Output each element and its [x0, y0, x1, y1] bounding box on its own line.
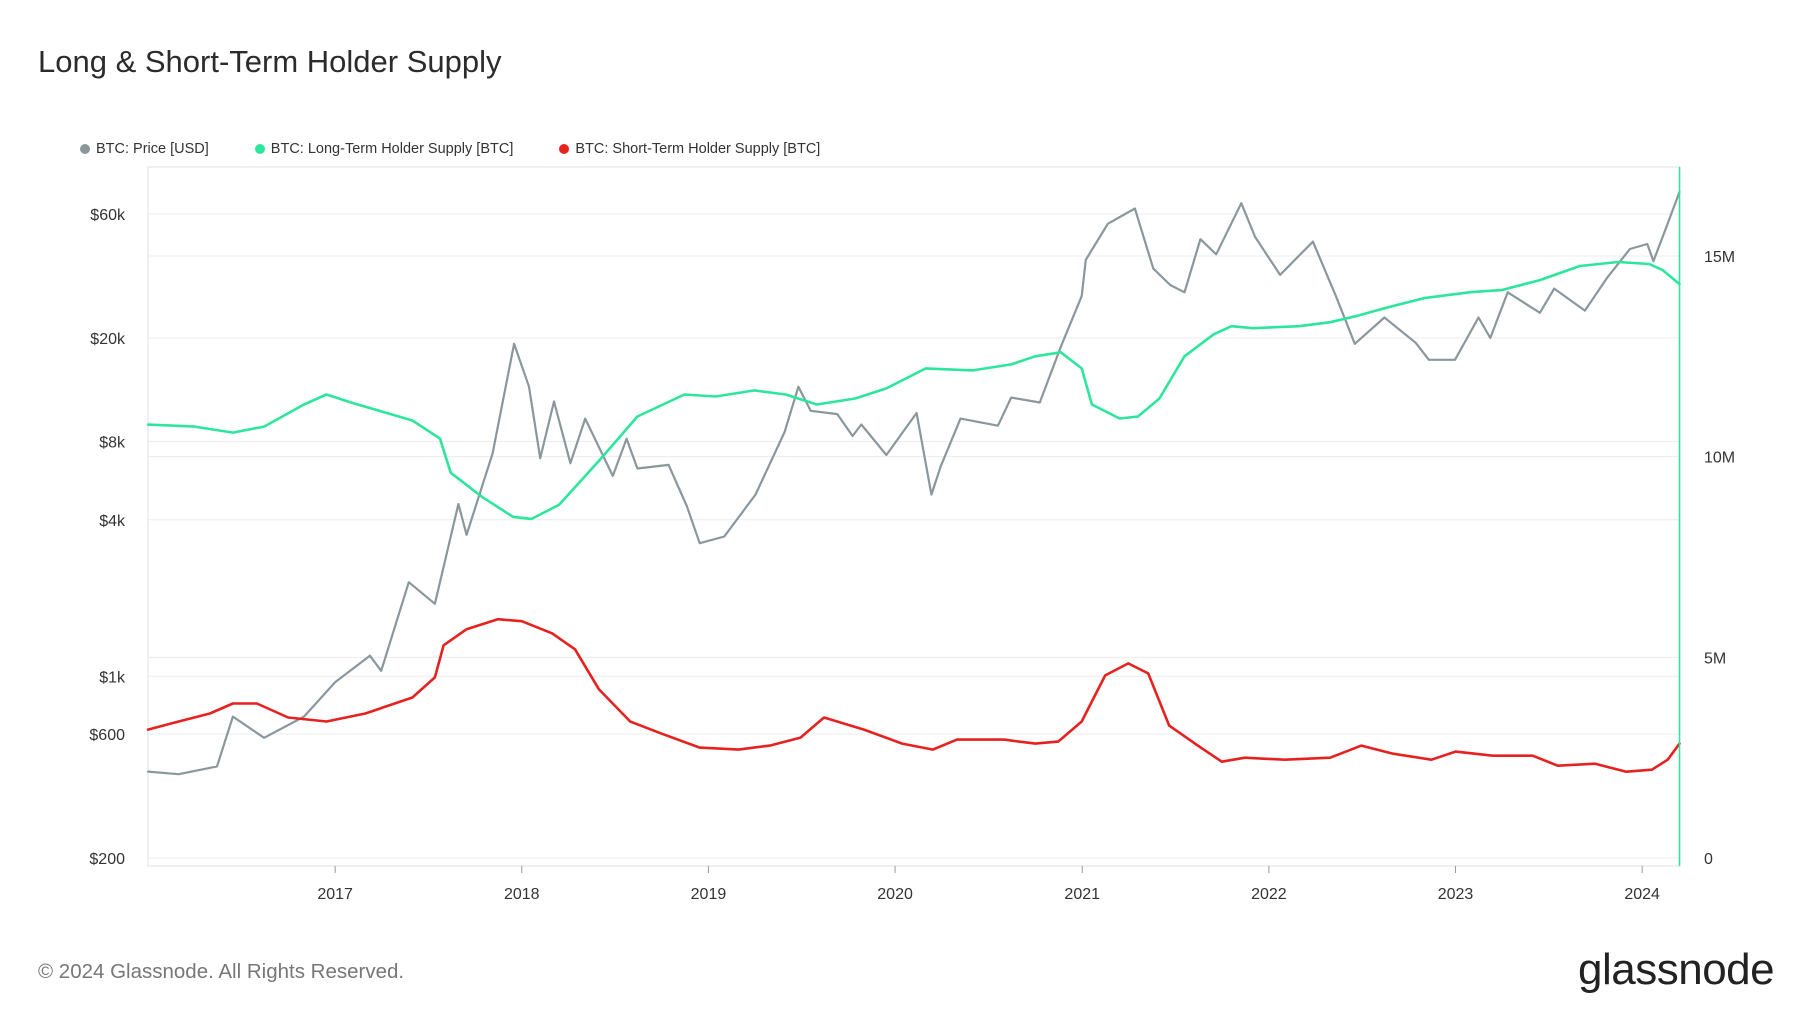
- y-right-tick-label: 10M: [1704, 450, 1735, 467]
- series-lines: [146, 167, 1681, 866]
- y-left-axis: $200 $600 $1k $4k $8k $20k $60k: [89, 207, 126, 868]
- y-left-tick-label: $200: [89, 851, 125, 868]
- legend-item-price[interactable]: BTC: Price [USD]: [80, 141, 209, 157]
- glassnode-logo[interactable]: glassnode: [1578, 945, 1775, 994]
- y-left-tick-label: $20k: [90, 331, 126, 348]
- x-tick-label: 2019: [691, 886, 727, 903]
- lth-supply-series-line: [146, 260, 1681, 521]
- y-right-tick-label: 5M: [1704, 650, 1726, 667]
- y-left-tick-label: $600: [89, 727, 125, 744]
- legend-dot-sth: [559, 144, 570, 154]
- x-tick-label: 2020: [877, 886, 913, 903]
- plot-frame: [147, 166, 1681, 867]
- chart-title: Long & Short-Term Holder Supply: [38, 44, 502, 79]
- sth-supply-series-line: [146, 617, 1681, 773]
- x-tick-label: 2018: [504, 886, 540, 903]
- x-tick-label: 2017: [317, 886, 353, 903]
- x-axis: 2017 2018 2019 2020 2021 2022 2023 2024: [317, 866, 1660, 903]
- y-right-tick-label: 15M: [1704, 249, 1735, 266]
- legend-label-sth: BTC: Short-Term Holder Supply [BTC]: [575, 141, 821, 157]
- legend-label-lth: BTC: Long-Term Holder Supply [BTC]: [270, 141, 514, 157]
- legend-dot-price: [80, 144, 90, 154]
- y-left-tick-label: $60k: [90, 207, 126, 224]
- copyright-footer: © 2024 Glassnode. All Rights Reserved.: [38, 960, 405, 983]
- x-tick-label: 2021: [1064, 886, 1100, 903]
- legend-dot-lth: [254, 144, 265, 154]
- chart-legend: BTC: Price [USD] BTC: Long-Term Holder S…: [80, 141, 820, 157]
- y-left-tick-label: $8k: [99, 434, 126, 451]
- x-tick-label: 2024: [1624, 886, 1660, 903]
- price-series-line: [146, 190, 1681, 776]
- y-right-tick-label: 0: [1704, 851, 1713, 868]
- x-tick-label: 2022: [1251, 886, 1287, 903]
- x-tick-label: 2023: [1438, 886, 1474, 903]
- y-left-tick-label: $1k: [99, 669, 126, 686]
- legend-label-price: BTC: Price [USD]: [96, 141, 209, 157]
- legend-item-sth[interactable]: BTC: Short-Term Holder Supply [BTC]: [559, 141, 820, 157]
- y-left-tick-label: $4k: [99, 513, 126, 530]
- legend-item-lth[interactable]: BTC: Long-Term Holder Supply [BTC]: [254, 141, 514, 157]
- grid-lines: [147, 166, 1681, 867]
- y-right-axis: 0 5M 10M 15M: [1704, 249, 1735, 868]
